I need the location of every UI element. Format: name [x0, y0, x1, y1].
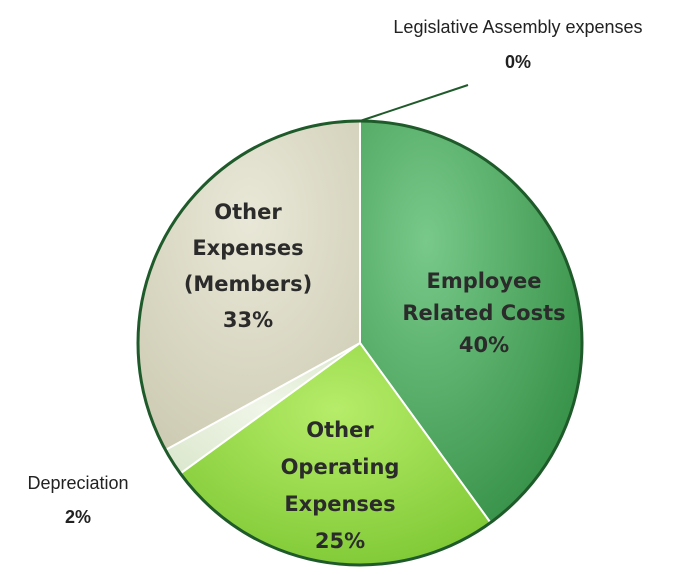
slice-label-employee-related-costs-0: Employee: [426, 269, 541, 293]
legislative-name-label: Legislative Assembly expenses: [393, 17, 642, 37]
slice-label-employee-related-costs-1: Related Costs: [402, 301, 565, 325]
depreciation-pct-label: 2%: [65, 507, 91, 527]
legislative-leader-line: [359, 84, 469, 122]
slice-label-other-expenses-members-3: 33%: [223, 308, 273, 332]
slice-label-other-operating-expenses-2: Expenses: [284, 492, 395, 516]
slice-label-employee-related-costs-2: 40%: [459, 333, 509, 357]
slice-label-other-expenses-members-1: Expenses: [192, 236, 303, 260]
depreciation-name-label: Depreciation: [27, 473, 128, 493]
slice-label-other-expenses-members-2: (Members): [184, 272, 312, 296]
legislative-pct-label: 0%: [505, 52, 531, 72]
slice-label-other-operating-expenses-1: Operating: [281, 455, 400, 479]
slice-label-other-operating-expenses-0: Other: [306, 418, 374, 442]
slice-label-other-expenses-members-0: Other: [214, 200, 282, 224]
slice-label-other-operating-expenses-3: 25%: [315, 529, 365, 553]
